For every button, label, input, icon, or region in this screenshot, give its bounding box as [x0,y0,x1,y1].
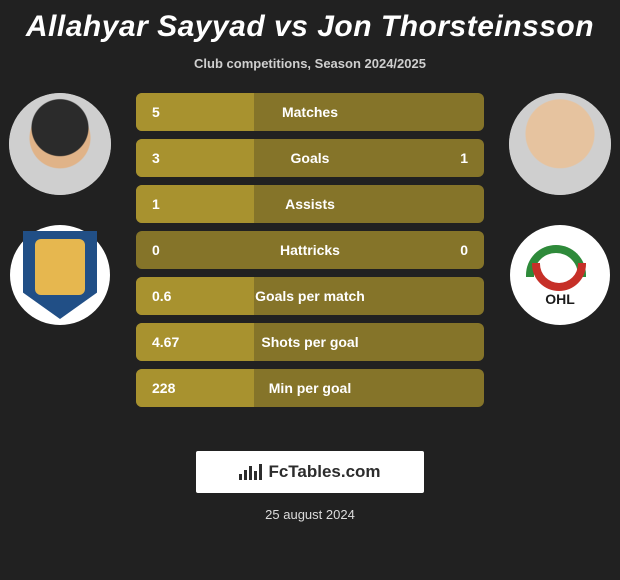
stat-row: 3Goals1 [136,139,484,177]
stat-row: 1Assists [136,185,484,223]
page-title: Allahyar Sayyad vs Jon Thorsteinsson [0,0,620,44]
stat-row: 228Min per goal [136,369,484,407]
footer-date: 25 august 2024 [0,507,620,522]
stat-row: 5Matches [136,93,484,131]
brand-badge: FcTables.com [196,451,424,493]
stat-label: Assists [136,196,484,212]
club-crest-icon: OHL [520,245,600,305]
stat-right-value: 0 [460,242,468,258]
stat-label: Min per goal [136,380,484,396]
stat-label: Shots per goal [136,334,484,350]
player-right-avatar [509,93,611,195]
player-left-club-badge [10,225,110,325]
player-left-avatar [9,93,111,195]
club-crest-icon [23,231,97,319]
stat-label: Matches [136,104,484,120]
stat-label: Goals [136,150,484,166]
stat-row: 4.67Shots per goal [136,323,484,361]
brand-text: FcTables.com [268,462,380,482]
face-icon [509,93,611,195]
stat-label: Goals per match [136,288,484,304]
bars-icon [239,464,262,480]
comparison-area: OHL 5Matches3Goals11Assists0Hattricks00.… [0,93,620,433]
stat-row: 0.6Goals per match [136,277,484,315]
right-column: OHL [500,93,620,325]
stat-label: Hattricks [136,242,484,258]
stat-right-value: 1 [460,150,468,166]
subtitle: Club competitions, Season 2024/2025 [0,56,620,71]
face-icon [9,93,111,195]
player-right-club-badge: OHL [510,225,610,325]
left-column [0,93,120,325]
stats-list: 5Matches3Goals11Assists0Hattricks00.6Goa… [136,93,484,407]
stat-row: 0Hattricks0 [136,231,484,269]
